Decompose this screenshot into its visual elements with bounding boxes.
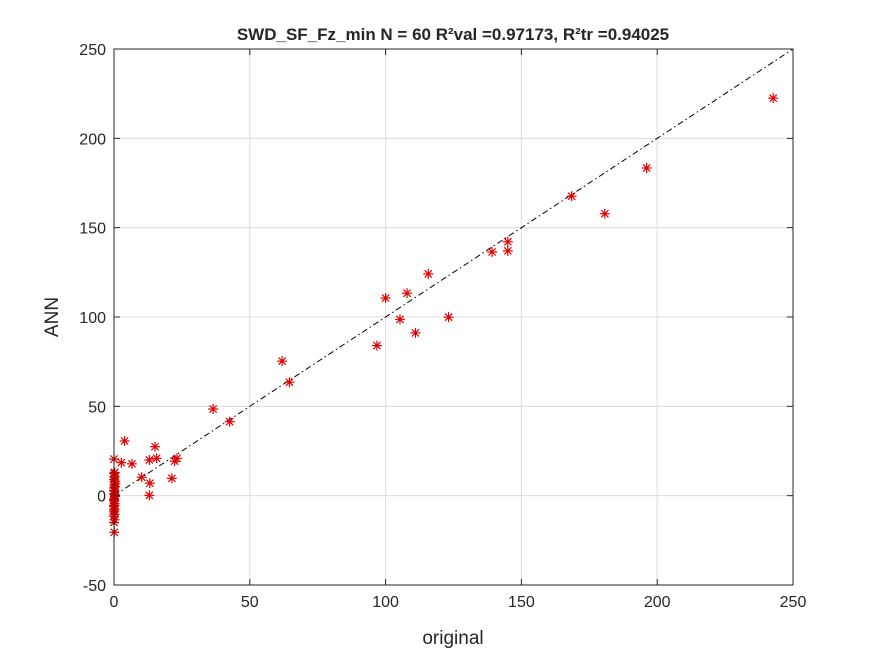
data-point <box>410 327 421 338</box>
data-point <box>284 377 295 388</box>
x-axis-label: original <box>422 628 483 649</box>
x-axis-ticks: 0 50 100 150 200 250 <box>110 49 807 611</box>
y-tick-label: -50 <box>83 578 106 595</box>
data-point <box>502 245 513 256</box>
data-point <box>116 457 127 468</box>
data-point <box>109 467 120 478</box>
data-point <box>768 93 779 104</box>
data-point <box>402 288 413 299</box>
x-tick-label: 100 <box>372 594 399 611</box>
x-tick-label: 50 <box>241 594 259 611</box>
data-point <box>566 191 577 202</box>
data-point <box>172 453 183 464</box>
data-point <box>151 453 162 464</box>
data-point <box>126 458 137 469</box>
data-point <box>277 356 288 367</box>
data-point <box>487 246 498 257</box>
data-point <box>109 509 120 520</box>
data-point <box>144 478 155 489</box>
data-point <box>119 435 130 446</box>
x-tick-label: 200 <box>644 594 671 611</box>
data-point <box>166 473 177 484</box>
data-point <box>136 472 147 483</box>
data-point <box>144 454 155 465</box>
data-point <box>110 478 121 489</box>
data-point <box>208 404 219 415</box>
y-tick-label: 50 <box>88 399 106 416</box>
data-point <box>144 490 155 501</box>
y-axis-ticks: -50 0 50 100 150 200 250 <box>79 42 793 595</box>
y-tick-label: 250 <box>79 42 106 59</box>
y-tick-label: 0 <box>97 489 106 506</box>
x-tick-label: 150 <box>508 594 535 611</box>
data-point <box>443 312 454 323</box>
data-point <box>423 268 434 279</box>
data-point <box>371 340 382 351</box>
x-tick-label: 250 <box>780 594 807 611</box>
y-tick-label: 200 <box>79 131 106 148</box>
y-axis-label: ANN <box>42 297 63 337</box>
data-point <box>150 441 161 452</box>
data-point <box>224 416 235 427</box>
data-point <box>599 208 610 219</box>
y-tick-label: 150 <box>79 221 106 238</box>
y-tick-label: 100 <box>79 310 106 327</box>
x-tick-label: 0 <box>110 594 119 611</box>
chart-title: SWD_SF_Fz_min N = 60 R²val =0.97173, R²t… <box>237 25 669 44</box>
data-point <box>380 293 391 304</box>
data-point <box>502 236 513 247</box>
data-point <box>641 162 652 173</box>
data-point <box>394 314 405 325</box>
